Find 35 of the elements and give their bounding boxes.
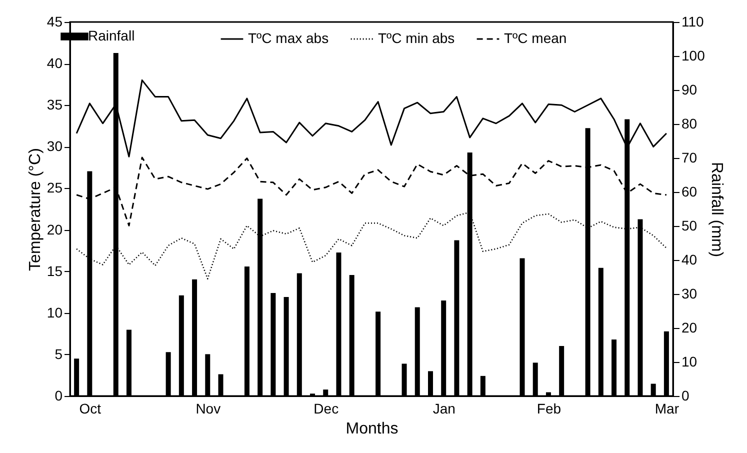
- y-tick-label: 30: [46, 138, 63, 154]
- y2-tick-label: 30: [682, 286, 698, 302]
- y-tick-label: 25: [46, 180, 63, 196]
- y2-tick-label: 80: [682, 116, 698, 132]
- y-tick-label: 5: [54, 346, 63, 362]
- x-tick-label: Oct: [79, 400, 102, 416]
- y-tick-label: 0: [54, 388, 63, 404]
- x-tick-label: Nov: [196, 400, 221, 416]
- y-tick-label: 10: [46, 304, 63, 320]
- legend-label: Rainfall: [88, 28, 135, 44]
- y-tick-label: 45: [46, 14, 63, 30]
- y2-tick-label: 60: [682, 184, 698, 200]
- y-tick-label: 40: [46, 55, 63, 72]
- y2-tick-label: 70: [682, 150, 698, 166]
- legend-label: TºC mean: [504, 30, 567, 46]
- legend-label: TºC min abs: [378, 30, 455, 46]
- y2-axis-title: Rainfall (mm): [708, 162, 725, 258]
- legend-label: TºC max abs: [248, 30, 329, 46]
- y-axis-title: Temperature (°C): [26, 148, 44, 271]
- y2-tick-label: 100: [682, 48, 706, 64]
- x-tick-label: Mar: [654, 400, 680, 416]
- x-tick-label: Feb: [536, 400, 562, 416]
- y2-tick-label: 90: [682, 82, 698, 98]
- y-tick-label: 15: [46, 262, 63, 279]
- y-tick-label: 35: [46, 96, 63, 113]
- y-tick-label: 20: [46, 221, 63, 238]
- y2-tick-label: 50: [682, 218, 698, 234]
- y2-tick-label: 10: [682, 354, 698, 370]
- x-tick-label: Dec: [314, 400, 339, 416]
- x-axis-title: Months: [346, 420, 398, 438]
- y2-tick-label: 0: [682, 388, 690, 404]
- y2-tick-label: 110: [682, 14, 704, 30]
- x-tick-label: Jan: [432, 400, 456, 416]
- y2-tick-label: 40: [682, 252, 698, 268]
- y2-tick-label: 20: [682, 320, 698, 336]
